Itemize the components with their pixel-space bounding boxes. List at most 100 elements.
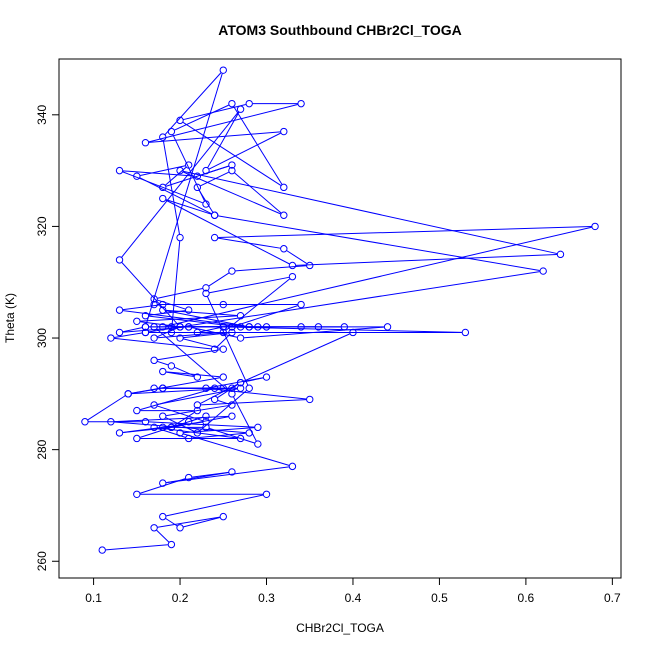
series-segment	[192, 327, 238, 338]
data-point	[461, 328, 470, 337]
data-point	[150, 300, 158, 309]
series-segment	[87, 395, 126, 421]
data-point	[219, 323, 227, 331]
data-point	[228, 328, 236, 337]
data-point	[219, 512, 227, 521]
data-point	[141, 328, 150, 337]
data-point	[236, 312, 245, 320]
data-point	[141, 323, 150, 331]
data-point	[176, 166, 184, 175]
data-point	[383, 323, 392, 331]
data-point	[184, 323, 193, 331]
series-lines	[87, 72, 592, 551]
series-segment	[157, 427, 238, 439]
series-segment	[182, 121, 282, 186]
series-segment	[171, 241, 181, 330]
data-point	[176, 524, 184, 532]
data-point	[176, 429, 184, 437]
data-point	[288, 261, 297, 270]
series-segment	[157, 332, 220, 339]
data-point	[202, 284, 210, 292]
data-point	[210, 233, 219, 242]
series-segment	[157, 516, 220, 528]
series-segment	[166, 466, 290, 484]
x-tick-label: 0.4	[345, 591, 362, 605]
data-point	[245, 384, 253, 392]
data-point	[210, 384, 219, 392]
data-point	[159, 512, 167, 521]
data-point	[184, 161, 193, 169]
data-point	[176, 233, 184, 242]
data-point	[254, 423, 262, 432]
series-segment	[114, 337, 212, 350]
series-segment	[235, 265, 307, 272]
data-point	[167, 328, 176, 337]
data-point	[539, 267, 547, 275]
data-point	[193, 172, 202, 180]
series-segment	[145, 73, 223, 324]
series-segment	[243, 333, 350, 382]
data-point	[176, 116, 184, 125]
series-segment	[200, 383, 238, 404]
series-segment	[148, 131, 281, 143]
data-point	[219, 300, 227, 309]
data-point	[306, 261, 314, 270]
series-segment	[156, 529, 170, 543]
series-segment	[208, 132, 281, 170]
x-tick-label: 0.7	[604, 591, 621, 605]
data-point	[228, 384, 236, 392]
data-point	[159, 479, 167, 487]
data-point	[193, 429, 202, 437]
data-point	[184, 473, 193, 482]
y-axis-label: Theta (K)	[3, 293, 17, 343]
data-point	[167, 127, 176, 136]
data-point	[159, 194, 167, 203]
series-segment	[200, 399, 307, 406]
data-point	[159, 384, 167, 392]
data-point	[228, 468, 236, 476]
series-segment	[216, 334, 230, 348]
data-point	[150, 384, 158, 392]
data-point	[219, 384, 227, 392]
data-point	[245, 429, 253, 437]
data-point	[297, 99, 305, 108]
data-point	[107, 334, 115, 342]
data-point	[159, 183, 167, 192]
data-point	[202, 384, 210, 392]
series-segment	[200, 327, 220, 333]
series-segment	[140, 315, 238, 322]
data-point	[280, 127, 288, 136]
series-segment	[131, 377, 220, 394]
data-point	[159, 423, 167, 432]
data-point	[254, 323, 262, 331]
data-point	[115, 429, 124, 437]
series-segment	[174, 416, 229, 428]
data-point	[150, 295, 158, 303]
series-segment	[165, 166, 187, 186]
series-segment	[122, 304, 160, 311]
data-point	[245, 99, 253, 108]
series-segment	[183, 103, 246, 121]
data-point	[262, 490, 271, 498]
data-point	[210, 345, 219, 353]
data-point	[107, 418, 115, 426]
series-segment	[286, 250, 308, 265]
data-point	[193, 406, 202, 415]
data-point	[202, 166, 210, 175]
series-segment	[156, 328, 230, 392]
series-segment	[165, 417, 195, 432]
x-axis: 0.1 0.2 0.3 0.4 0.5 0.6 0.7	[85, 577, 621, 605]
data-point	[306, 395, 314, 404]
data-point	[133, 406, 141, 415]
chart-title: ATOM3 Southbound CHBr2Cl_TOGA	[218, 22, 461, 38]
series-segment	[207, 112, 240, 168]
data-point	[159, 412, 167, 420]
data-point	[556, 250, 565, 259]
data-point	[141, 312, 150, 320]
data-point	[167, 540, 176, 549]
data-point	[202, 412, 210, 420]
data-point	[202, 423, 210, 432]
data-point	[150, 323, 158, 331]
series-segment	[121, 262, 179, 325]
data-point	[280, 183, 288, 192]
